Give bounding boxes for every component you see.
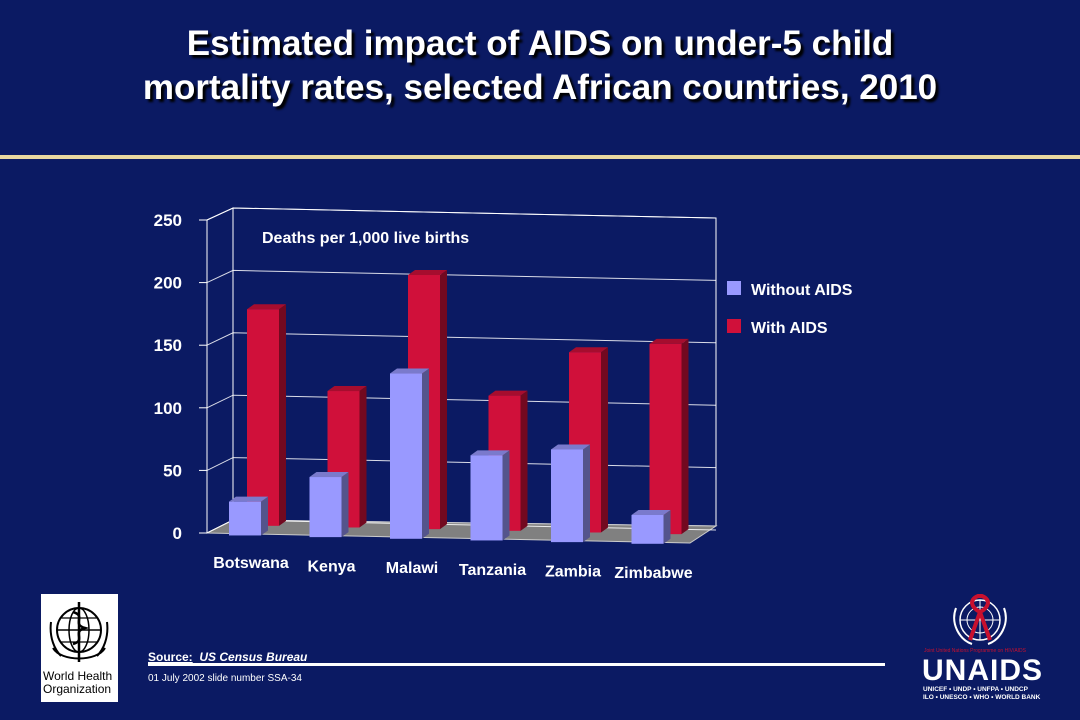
bar-without-aids	[390, 368, 429, 539]
bar-top	[470, 450, 510, 456]
x-tick-label: Tanzania	[459, 562, 526, 579]
x-tick-label: Zimbabwe	[614, 565, 692, 582]
un-emblem-icon	[953, 594, 1007, 645]
bar-side	[681, 338, 689, 535]
unaids-wordmark: UNAIDS	[922, 654, 1044, 687]
unaids-logo: Joint United Nations Programme on HIV/AI…	[920, 594, 1065, 704]
x-tick-label: Botswana	[213, 555, 289, 572]
who-logo: World Health Organization	[41, 594, 118, 702]
bar-top	[390, 368, 429, 374]
y-tick-label: 200	[154, 274, 182, 293]
bar-side	[601, 347, 608, 533]
gridline	[206, 332, 717, 346]
bar-side	[261, 496, 268, 536]
source-note: Source: US Census Bureau	[148, 650, 307, 664]
chart-legend: Without AIDS With AIDS	[727, 281, 853, 337]
y-tick-label: 250	[154, 211, 182, 230]
bar-side	[663, 509, 671, 544]
bar-front	[470, 455, 503, 541]
legend-label: With AIDS	[751, 320, 828, 337]
bar-top	[229, 496, 268, 502]
bar-without-aids	[309, 472, 349, 538]
x-tick-label: Kenya	[307, 559, 355, 576]
unaids-members-line-1: UNICEF • UNDP • UNFPA • UNDCP	[923, 686, 1028, 693]
bar-side	[583, 444, 590, 543]
unit-label: Deaths per 1,000 live births	[262, 230, 469, 247]
bar-without-aids	[551, 444, 590, 543]
bar-with-aids	[649, 338, 689, 535]
source-text: US Census Bureau	[199, 650, 308, 664]
slide-title: Estimated impact of AIDS on under-5 chil…	[0, 22, 1080, 110]
y-axis-ticks: 0 50 100 150 200 250	[154, 211, 208, 543]
bar-side	[520, 390, 528, 531]
title-line-1: Estimated impact of AIDS on under-5 chil…	[186, 24, 894, 63]
legend-swatch	[727, 281, 741, 295]
bar-front	[390, 373, 422, 539]
legend-label: Without AIDS	[751, 282, 853, 299]
unaids-tagline: Joint United Nations Programme on HIV/AI…	[924, 648, 1026, 654]
bar-top	[551, 444, 590, 450]
bar-side	[341, 472, 349, 538]
bar-side	[440, 270, 447, 530]
bar-front	[649, 343, 682, 535]
bar-without-aids	[470, 450, 510, 541]
unaids-members: UNICEF • UNDP • UNFPA • UNDCP ILO • UNES…	[923, 686, 1065, 702]
bar-front	[309, 477, 342, 538]
bar-top	[649, 338, 689, 344]
x-tick-label: Malawi	[386, 560, 438, 577]
bar-top	[309, 472, 349, 478]
who-emblem-icon	[49, 602, 109, 662]
who-logo-line-1: World Health	[43, 669, 113, 683]
bar-top	[247, 304, 286, 310]
bar-front	[631, 514, 664, 544]
y-tick-label: 150	[154, 336, 182, 355]
y-tick-label: 50	[163, 461, 182, 480]
bar-top	[569, 347, 608, 353]
gridline	[206, 269, 717, 284]
title-line-2: mortality rates, selected African countr…	[142, 68, 938, 107]
bar-side	[279, 304, 286, 526]
bar-front	[551, 449, 583, 543]
source-divider	[148, 663, 885, 666]
bar-top	[327, 386, 367, 392]
bar-chart: 0 50 100 150 200 250 Botswana Kenya Malawi Tanza…	[154, 207, 853, 582]
title-divider	[0, 155, 1080, 159]
bar-front	[229, 501, 261, 536]
footer-note: 01 July 2002 slide number SSA-34	[148, 673, 302, 684]
source-label: Source:	[148, 650, 193, 664]
legend-swatch	[727, 319, 741, 333]
gridline	[206, 394, 717, 409]
chart-bars	[229, 270, 689, 544]
bar-side	[502, 450, 510, 541]
bar-top	[408, 270, 447, 276]
bar-front	[247, 309, 279, 526]
bar-side	[359, 386, 367, 528]
bar-without-aids	[631, 509, 671, 544]
bar-with-aids	[247, 304, 286, 526]
y-tick-label: 100	[154, 399, 182, 418]
x-tick-label: Zambia	[545, 564, 601, 581]
bar-top	[488, 390, 528, 396]
y-tick-label: 0	[173, 524, 182, 543]
who-logo-line-2: Organization	[43, 682, 112, 696]
gridline	[206, 207, 717, 221]
bar-side	[422, 368, 429, 539]
bar-without-aids	[229, 496, 268, 536]
x-axis-categories: Botswana Kenya Malawi Tanzania Zambia Zimbabw…	[213, 555, 693, 582]
unaids-members-line-2: ILO • UNESCO • WHO • WORLD BANK	[923, 694, 1041, 701]
side-wall	[206, 207, 234, 534]
bar-top	[631, 509, 671, 515]
